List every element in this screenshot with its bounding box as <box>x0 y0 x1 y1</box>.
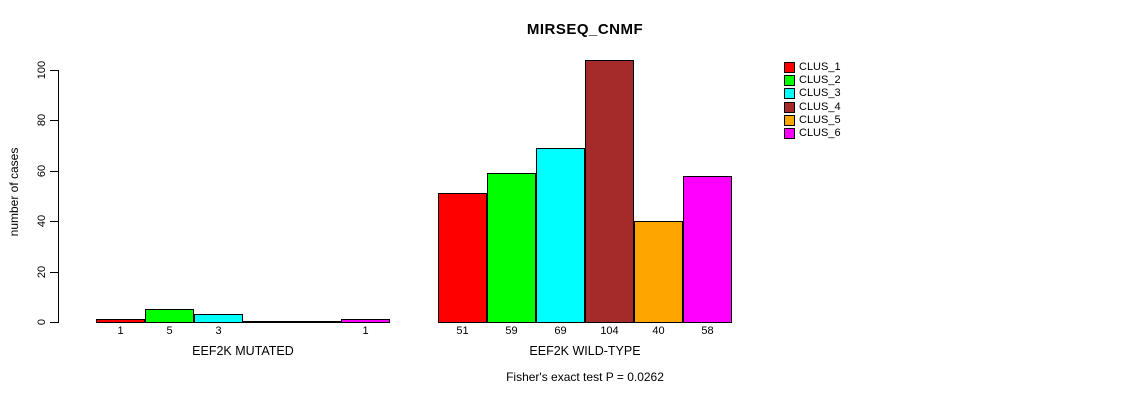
bar-clus_2 <box>487 173 536 323</box>
y-axis-tick <box>50 120 58 122</box>
legend-swatch-icon <box>784 114 795 126</box>
bar-count-label: 58 <box>701 325 714 337</box>
fisher-test-annotation: Fisher's exact test P = 0.0262 <box>506 370 664 384</box>
group-axis-label: EEF2K WILD-TYPE <box>529 344 641 358</box>
legend-swatch-icon <box>784 75 795 87</box>
legend-label: CLUS_3 <box>799 87 841 100</box>
group-baseline <box>96 321 390 323</box>
legend-item-clus_5: CLUS_5 <box>784 114 841 127</box>
bar-clus_3 <box>536 148 585 323</box>
y-axis-tick <box>50 271 58 273</box>
y-axis-line <box>58 70 59 323</box>
bar-clus_1 <box>96 319 145 323</box>
y-axis-tick <box>50 70 58 71</box>
chart-title: MIRSEQ_CNMF <box>526 21 644 38</box>
legend-swatch-icon <box>784 101 795 113</box>
bar-clus_3 <box>194 314 243 323</box>
bar-count-label: 1 <box>362 325 369 337</box>
y-axis-tick-label: 60 <box>36 164 48 177</box>
bar-clus_4 <box>585 60 634 323</box>
y-axis-tick <box>50 170 58 172</box>
bar-clus_6 <box>683 176 732 323</box>
bar-count-label: 69 <box>554 325 567 337</box>
y-axis-tick-label: 100 <box>36 60 48 80</box>
y-axis-tick-label: 80 <box>36 114 48 127</box>
legend-item-clus_3: CLUS_3 <box>784 87 841 100</box>
legend-item-clus_4: CLUS_4 <box>784 101 841 114</box>
y-axis-tick <box>50 221 58 223</box>
bar-clus_2 <box>145 309 194 323</box>
legend-swatch-icon <box>784 128 795 140</box>
bar-count-label: 40 <box>652 325 665 337</box>
y-axis-tick <box>50 322 58 323</box>
legend-swatch-icon <box>784 88 795 100</box>
legend-item-clus_6: CLUS_6 <box>784 127 841 140</box>
legend-item-clus_2: CLUS_2 <box>784 74 841 87</box>
bar-count-label: 51 <box>456 325 469 337</box>
group-axis-label: EEF2K MUTATED <box>192 344 294 358</box>
y-axis-label: number of cases <box>7 147 21 237</box>
bar-count-label: 3 <box>215 325 222 337</box>
bar-count-label: 59 <box>505 325 518 337</box>
legend-label: CLUS_2 <box>799 74 841 87</box>
legend-item-clus_1: CLUS_1 <box>784 61 841 74</box>
legend: CLUS_1 CLUS_2 CLUS_3 CLUS_4 CLUS_5 CLUS_6 <box>784 61 841 140</box>
bar-count-label: 5 <box>166 325 173 337</box>
y-axis-tick-label: 20 <box>36 265 48 278</box>
legend-label: CLUS_1 <box>799 61 841 74</box>
bar-count-label: 1 <box>117 325 124 337</box>
bar-clus_1 <box>438 193 487 323</box>
bar-count-label: 104 <box>600 325 619 337</box>
legend-swatch-icon <box>784 62 795 74</box>
legend-label: CLUS_4 <box>799 100 841 113</box>
legend-label: CLUS_6 <box>799 127 841 140</box>
y-axis-tick-label: 40 <box>36 215 48 228</box>
y-axis-tick-label: 0 <box>36 318 48 326</box>
bar-clus_5 <box>634 221 683 323</box>
bar-clus_6 <box>341 319 390 323</box>
legend-label: CLUS_5 <box>799 113 841 126</box>
